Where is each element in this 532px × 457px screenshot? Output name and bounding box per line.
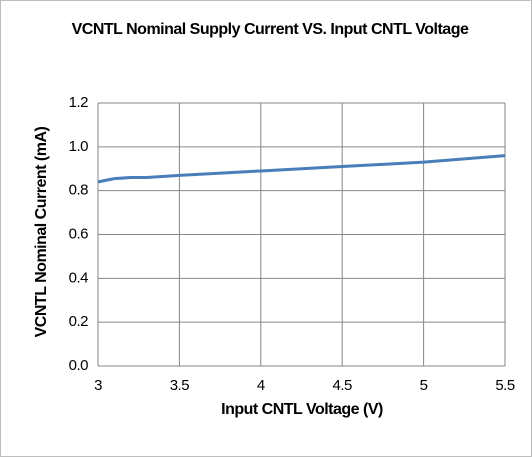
x-tick-label: 4 bbox=[257, 377, 265, 394]
y-tick-label: 0.6 bbox=[69, 225, 89, 242]
chart-title: VCNTL Nominal Supply Current VS. Input C… bbox=[71, 21, 469, 38]
data-line bbox=[97, 154, 506, 184]
y-tick-label: 0.8 bbox=[69, 182, 89, 199]
x-tick-label: 5.5 bbox=[495, 377, 515, 394]
x-tick-label: 4.5 bbox=[333, 377, 353, 394]
x-tick-label: 3 bbox=[94, 377, 102, 394]
y-tick-label: 1.2 bbox=[69, 94, 89, 111]
x-tick-label: 3.5 bbox=[170, 377, 190, 394]
y-tick-label: 0.2 bbox=[69, 313, 89, 330]
y-tick-label: 0.4 bbox=[69, 269, 89, 286]
x-tick-label: 5 bbox=[420, 377, 428, 394]
y-axis-title: VCNTL Nominal Current (mA) bbox=[33, 126, 50, 337]
x-axis-title: Input CNTL Voltage (V) bbox=[221, 401, 383, 418]
y-tick-label: 1.0 bbox=[69, 138, 89, 155]
y-tick-label: 0.0 bbox=[69, 357, 89, 374]
